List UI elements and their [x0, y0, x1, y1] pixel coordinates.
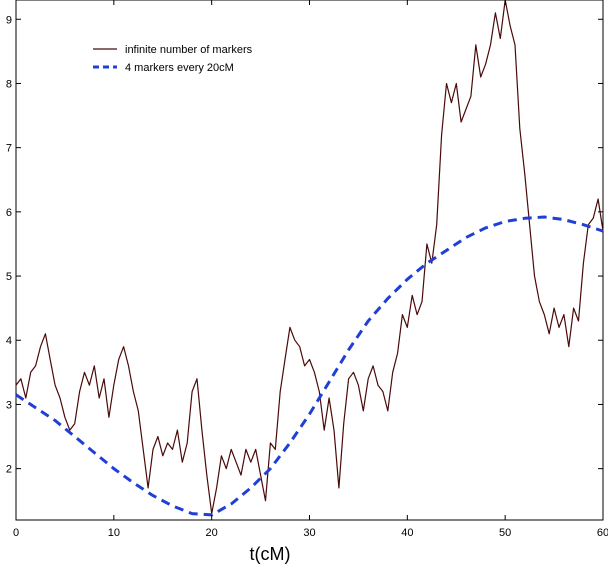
x-tick-label: 0	[13, 527, 19, 539]
plot-area	[15, 0, 604, 521]
y-tick-label: 2	[6, 464, 12, 476]
x-axis-ticks: 0 10 20 30 40 50 60	[13, 0, 608, 539]
legend-label-infinite: infinite number of markers	[125, 44, 253, 56]
legend-box	[87, 38, 284, 76]
x-tick-label: 10	[108, 527, 120, 539]
x-axis-title: t(cM)	[250, 544, 291, 564]
y-tick-label: 9	[6, 14, 12, 26]
x-tick-label: 50	[499, 527, 511, 539]
y-tick-label: 3	[6, 399, 12, 411]
y-axis-ticks: 2 3 4 5 6 7 8 9	[6, 14, 603, 476]
x-tick-label: 40	[401, 527, 413, 539]
x-tick-label: 30	[303, 527, 315, 539]
y-tick-label: 6	[6, 207, 12, 219]
series-line-infinite-markers	[15, 0, 604, 515]
y-tick-label: 4	[6, 335, 12, 347]
legend: infinite number of markers 4 markers eve…	[87, 38, 284, 76]
series-line-4-markers	[15, 215, 604, 517]
plot-frame	[15, 0, 604, 521]
y-tick-label: 5	[6, 271, 12, 283]
y-tick-label: 8	[6, 78, 12, 90]
x-tick-label: 20	[206, 527, 218, 539]
y-tick-label: 7	[6, 143, 12, 155]
legend-label-4-markers: 4 markers every 20cM	[125, 62, 234, 74]
x-tick-label: 60	[597, 527, 608, 539]
